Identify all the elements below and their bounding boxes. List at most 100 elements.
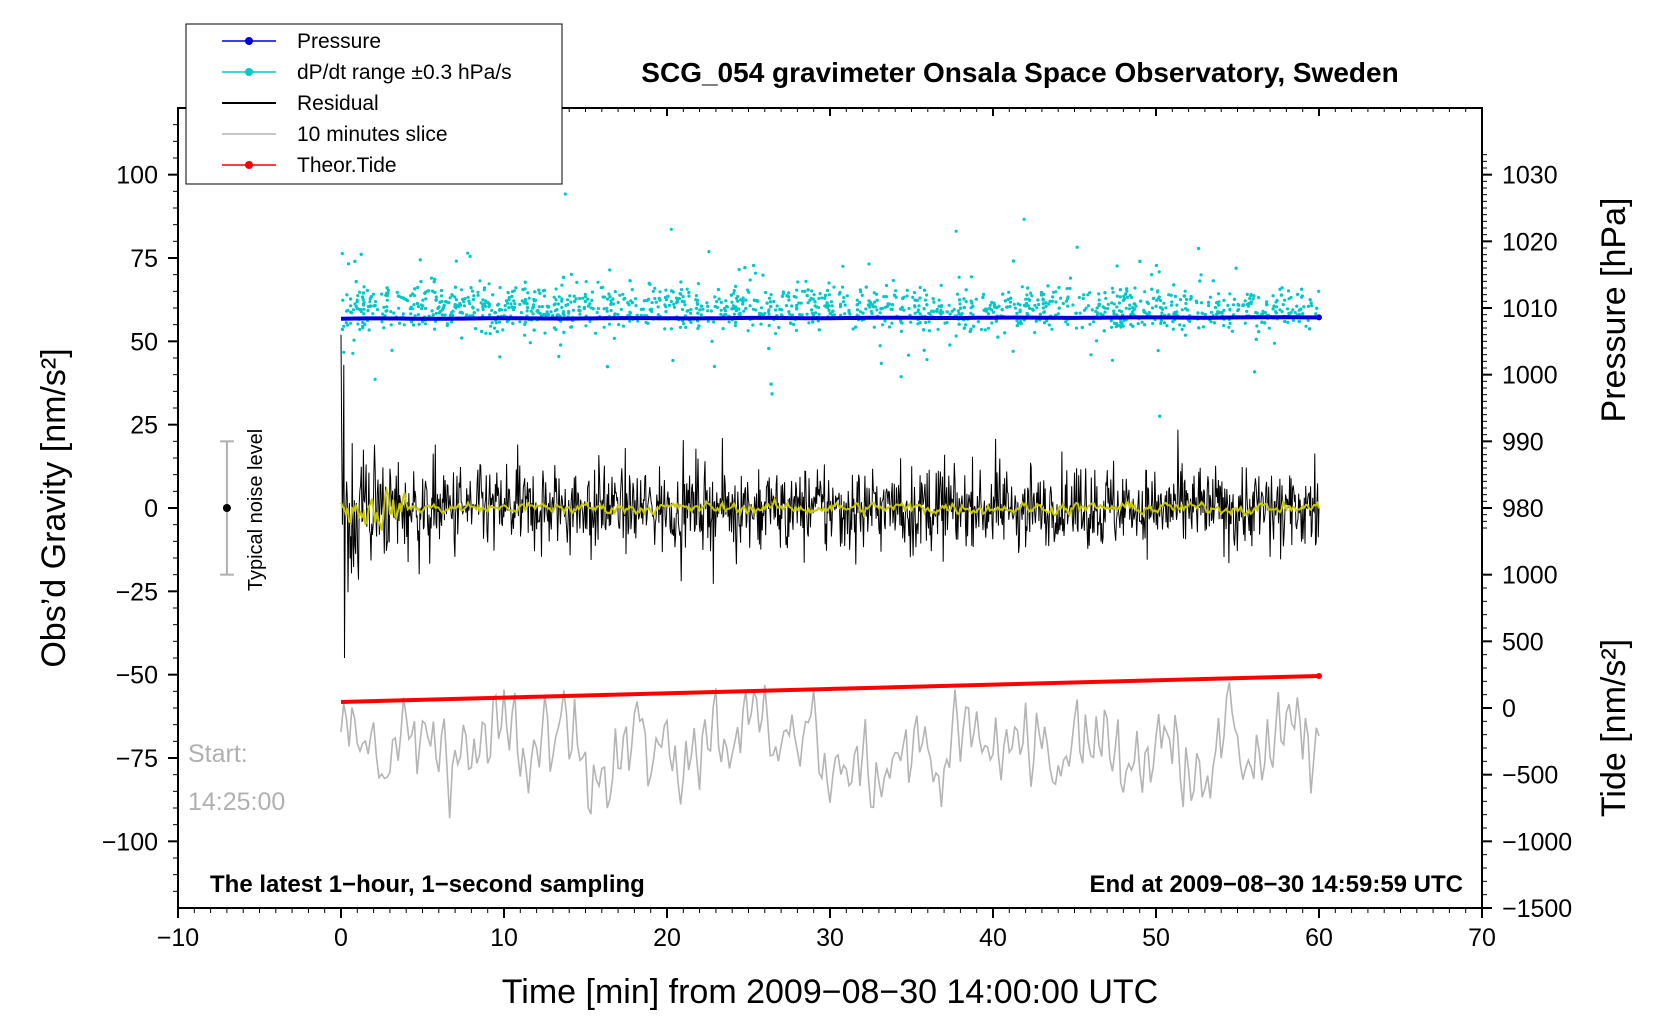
dpdt-point <box>1301 312 1305 316</box>
legend: Pressure dP/dt range ±0.3 hPa/s Residual 10… <box>222 30 512 177</box>
dpdt-point <box>1169 303 1174 307</box>
dpdt-point <box>748 304 752 308</box>
dpdt-point <box>487 282 491 286</box>
dpdt-point <box>540 305 545 309</box>
dpdt-point <box>1199 301 1204 305</box>
dpdt-point <box>1089 353 1093 357</box>
dpdt-point <box>397 294 401 298</box>
dpdt-point <box>639 307 643 311</box>
dpdt-point <box>1011 349 1015 353</box>
dpdt-point <box>510 305 514 309</box>
dpdt-point <box>1031 308 1035 312</box>
dpdt-point <box>613 312 617 317</box>
pressure-tick-label: 1030 <box>1502 162 1558 190</box>
dpdt-point <box>372 304 376 308</box>
dpdt-point <box>923 298 928 302</box>
dpdt-point <box>979 327 984 332</box>
dpdt-point <box>809 308 814 312</box>
dpdt-point <box>369 304 373 308</box>
dpdt-point <box>687 290 691 295</box>
dpdt-point <box>752 263 756 268</box>
dpdt-point <box>348 321 353 325</box>
dpdt-point <box>789 321 793 325</box>
dpdt-point <box>983 308 987 312</box>
dpdt-point <box>1094 339 1099 343</box>
dpdt-point <box>971 313 975 317</box>
dpdt-point <box>757 311 762 315</box>
y-tick-label: 25 <box>130 412 158 440</box>
dpdt-point <box>686 309 690 313</box>
dpdt-point <box>480 329 484 333</box>
dpdt-point <box>340 251 344 256</box>
dpdt-point <box>1265 300 1269 304</box>
dpdt-point <box>554 287 558 291</box>
dpdt-point <box>1110 301 1114 305</box>
dpdt-point <box>1046 284 1050 288</box>
dpdt-point <box>925 303 929 307</box>
dpdt-point <box>453 285 458 289</box>
dpdt-point <box>964 323 968 327</box>
dpdt-point <box>737 312 741 316</box>
dpdt-point <box>917 304 921 308</box>
dpdt-point <box>605 365 610 369</box>
dpdt-point <box>1041 297 1045 301</box>
dpdt-point <box>922 328 926 332</box>
dpdt-point <box>356 322 360 326</box>
dpdt-point <box>459 310 464 314</box>
dpdt-point <box>618 293 622 297</box>
dpdt-point <box>1112 309 1116 313</box>
dpdt-point <box>1143 310 1147 314</box>
dpdt-point <box>1086 293 1090 297</box>
dpdt-point <box>453 295 457 299</box>
dpdt-point <box>679 280 683 284</box>
legend-label: 10 minutes slice <box>297 123 448 146</box>
dpdt-point <box>541 289 546 293</box>
dpdt-point <box>1080 325 1084 330</box>
dpdt-point <box>685 287 689 291</box>
dpdt-point <box>858 310 863 314</box>
x-tick-label: 60 <box>1305 924 1333 952</box>
pressure-tick-label: 1010 <box>1502 295 1558 323</box>
dpdt-point <box>488 332 492 336</box>
dpdt-point <box>705 301 709 305</box>
dpdt-point <box>787 291 791 295</box>
dpdt-point <box>569 300 573 304</box>
dpdt-point <box>1121 324 1125 328</box>
dpdt-point <box>732 289 736 293</box>
dpdt-point <box>531 305 535 309</box>
dpdt-point <box>1026 286 1030 290</box>
dpdt-point <box>1280 310 1284 314</box>
dpdt-point <box>463 297 467 301</box>
dpdt-point <box>532 298 536 302</box>
dpdt-point <box>1030 294 1034 298</box>
dpdt-point <box>1272 341 1277 345</box>
dpdt-point <box>763 311 767 315</box>
dpdt-point <box>1286 289 1291 293</box>
dpdt-point <box>533 290 537 294</box>
dpdt-point <box>1015 324 1019 328</box>
dpdt-point <box>790 304 794 308</box>
dpdt-point <box>654 300 658 304</box>
dpdt-point <box>767 323 771 328</box>
dpdt-point <box>682 322 686 326</box>
dpdt-point <box>991 310 996 314</box>
dpdt-point <box>869 309 873 313</box>
dpdt-point <box>658 290 662 294</box>
dpdt-point <box>1154 263 1158 268</box>
dpdt-point <box>829 300 834 304</box>
dpdt-point <box>596 306 601 311</box>
dpdt-point <box>345 293 349 297</box>
dpdt-point <box>767 346 771 351</box>
dpdt-point <box>351 351 355 355</box>
dpdt-point <box>451 313 455 317</box>
dpdt-point <box>827 308 831 312</box>
dpdt-point <box>741 302 745 306</box>
dpdt-point <box>1314 312 1318 316</box>
dpdt-point <box>591 307 595 311</box>
dpdt-point <box>563 192 567 196</box>
noise-level-center <box>222 504 231 512</box>
dpdt-point <box>962 297 966 301</box>
dpdt-point <box>913 311 917 315</box>
dpdt-point <box>1272 304 1276 308</box>
dpdt-point <box>472 311 476 315</box>
